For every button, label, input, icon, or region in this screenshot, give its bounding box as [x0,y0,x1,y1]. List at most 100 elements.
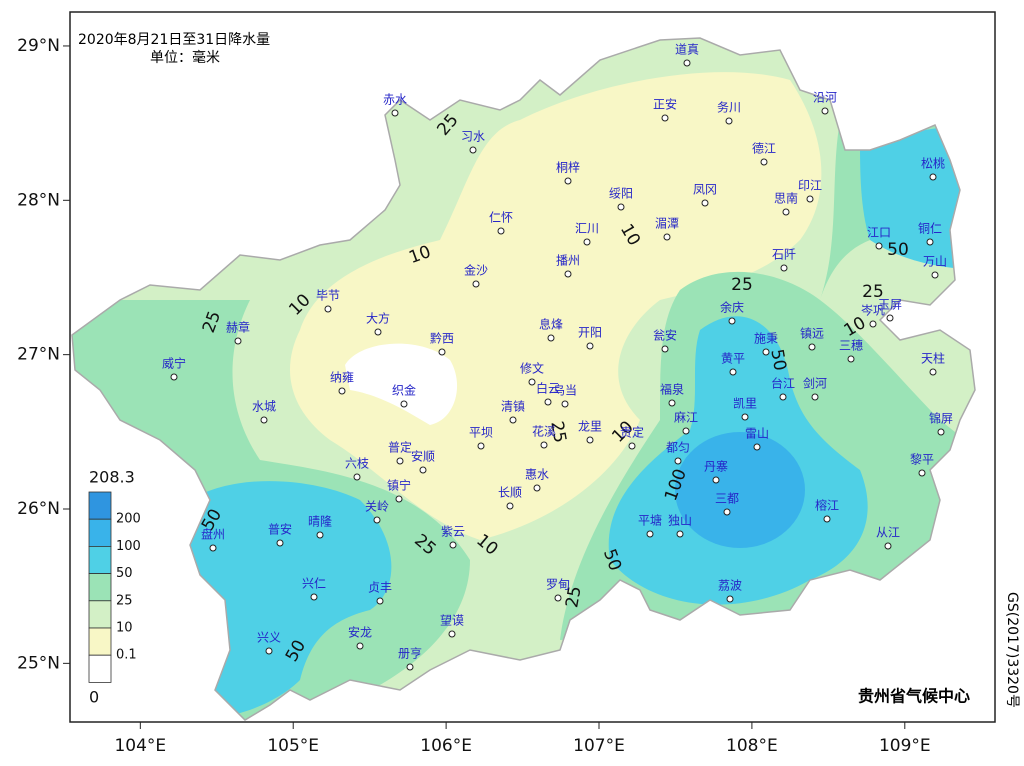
station-marker [875,242,883,250]
station-name: 剑河 [803,376,827,391]
station-marker [438,348,446,356]
station-marker [869,320,877,328]
station-marker [265,647,273,655]
station-name: 麻江 [674,410,698,425]
station-name: 台江 [771,376,795,391]
station-name: 务川 [717,100,741,115]
legend-level: 200 [116,512,141,527]
legend-swatch [88,627,112,656]
station-name: 万山 [923,255,947,269]
y-tick-label: 26°N [17,499,60,519]
station-name: 瓮安 [653,328,677,343]
station-marker [260,416,268,424]
station-marker [586,342,594,350]
station-name: 铜仁 [918,221,942,236]
station-marker [547,334,555,342]
station-name: 石阡 [772,247,796,262]
x-tick-label: 104°E [114,736,166,756]
band-100-200 [675,432,805,548]
station-marker [728,317,736,325]
station-marker [931,271,939,279]
y-tick-label: 27°N [17,345,60,365]
station-name: 安龙 [348,625,372,640]
station-name: 锦屏 [929,412,953,426]
station-marker [400,400,408,408]
station-name: 玉屏 [878,298,902,312]
station-name: 安顺 [411,449,435,464]
station-name: 习水 [461,130,485,144]
station-marker [509,416,517,424]
station-marker [373,516,381,524]
station-marker [811,393,819,401]
station-name: 丹寨 [704,459,728,474]
station-marker [396,457,404,465]
station-name: 黎平 [910,453,934,467]
station-marker [760,158,768,166]
station-name: 六枝 [345,456,369,471]
station-marker [477,442,485,450]
x-tick-label: 108°E [726,736,778,756]
legend-max: 208.3 [89,468,135,487]
station-name: 水城 [252,400,276,414]
station-name: 凤冈 [693,183,717,197]
station-name: 印江 [798,179,822,193]
station-name: 大方 [366,311,390,326]
station-marker [497,227,505,235]
station-marker [528,378,536,386]
station-name: 兴义 [257,631,281,645]
station-name: 德江 [752,141,776,156]
station-marker [929,368,937,376]
station-marker [338,387,346,395]
station-name: 三都 [715,492,739,506]
station-marker [391,109,399,117]
station-marker [806,195,814,203]
station-marker [823,515,831,523]
y-tick-label: 28°N [17,190,60,210]
station-marker [701,199,709,207]
station-marker [533,484,541,492]
station-name: 清镇 [501,400,525,414]
legend-swatch [88,654,112,683]
contour-label: 25 [562,585,585,610]
station-marker [929,173,937,181]
station-marker [712,476,720,484]
x-tick-label: 109°E [879,736,931,756]
y-tick-label: 25°N [17,653,60,673]
credit: 贵州省气候中心 [858,687,970,706]
legend-level: 100 [116,539,141,554]
station-name: 乌当 [553,383,577,398]
x-tick-label: 107°E [573,736,625,756]
station-marker [741,413,749,421]
station-marker [561,400,569,408]
station-name: 余庆 [720,300,744,315]
station-name: 开阳 [578,326,602,340]
legend-swatch [88,518,112,547]
station-marker [725,117,733,125]
station-name: 镇远 [800,327,824,341]
station-marker [782,208,790,216]
station-name: 沿河 [813,91,837,105]
x-tick-label: 105°E [267,736,319,756]
station-marker [668,399,676,407]
station-name: 江口 [867,226,891,240]
station-name: 毕节 [316,289,340,303]
unit-label: 单位：毫米 [150,49,220,66]
station-name: 榕江 [815,498,839,513]
station-marker [726,595,734,603]
map-frame [69,11,996,723]
legend-level: 25 [116,593,133,608]
station-marker [926,238,934,246]
station-marker [209,544,217,552]
station-marker [506,502,514,510]
station-marker [682,427,690,435]
station-name: 紫云 [441,525,465,539]
station-marker [374,328,382,336]
legend-swatch [88,600,112,629]
station-marker [886,314,894,322]
station-marker [884,542,892,550]
station-marker [356,642,364,650]
station-marker [316,531,324,539]
map-title: 2020年8月21日至31日降水量 [78,32,270,48]
station-name: 花溪 [532,424,556,439]
